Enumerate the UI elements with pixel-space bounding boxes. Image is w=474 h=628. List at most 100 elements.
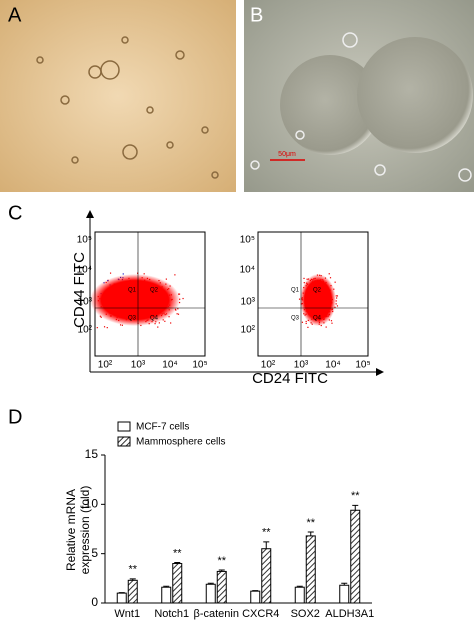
event-dot bbox=[97, 327, 98, 328]
event-dot bbox=[307, 327, 308, 328]
event-dot bbox=[164, 321, 165, 322]
bar bbox=[162, 587, 171, 603]
quadrant-label: Q1 bbox=[291, 288, 300, 294]
event-dot bbox=[157, 326, 158, 327]
event-dot bbox=[329, 273, 330, 274]
flow-y-tick: 10³ bbox=[241, 297, 256, 308]
event-dot bbox=[110, 273, 111, 274]
bar bbox=[340, 585, 349, 603]
bar bbox=[173, 564, 182, 603]
x-tick-label: Notch1 bbox=[154, 608, 189, 620]
x-tick-label: ALDH3A1 bbox=[325, 608, 374, 620]
arrowhead bbox=[86, 210, 94, 218]
bar bbox=[262, 549, 271, 603]
bar bbox=[251, 591, 260, 603]
error-bar bbox=[352, 505, 358, 510]
bar bbox=[295, 587, 304, 603]
flow-x-tick: 10² bbox=[261, 360, 276, 371]
flow-x-tick: 10⁵ bbox=[355, 360, 370, 371]
quadrant-label: Q1 bbox=[128, 288, 137, 294]
arrowhead bbox=[376, 368, 384, 376]
flow-y-label: CD44 FITC bbox=[71, 252, 88, 328]
event-dot bbox=[159, 322, 160, 323]
significance-label: ** bbox=[306, 517, 315, 529]
event-dot bbox=[170, 322, 171, 323]
x-tick-label: Wnt1 bbox=[114, 608, 140, 620]
event-dot bbox=[303, 278, 304, 279]
event-dot bbox=[104, 326, 105, 327]
mammosphere bbox=[357, 37, 473, 153]
flow-y-tick: 10² bbox=[241, 325, 256, 336]
y-tick-label: 5 bbox=[91, 546, 98, 560]
panel-label: A bbox=[8, 4, 22, 26]
y-axis-label: expression (fold) bbox=[78, 486, 92, 575]
flow-x-tick: 10³ bbox=[294, 360, 309, 371]
quadrant-label: Q2 bbox=[150, 288, 159, 294]
event-dot bbox=[123, 273, 124, 274]
event-dot bbox=[326, 326, 327, 327]
event-dot bbox=[144, 273, 145, 274]
panel-label: C bbox=[8, 202, 22, 224]
legend-swatch bbox=[118, 437, 130, 446]
flow-x-tick: 10⁴ bbox=[162, 360, 177, 371]
event-dot bbox=[179, 294, 180, 295]
micrograph-a bbox=[0, 0, 236, 192]
quadrant-label: Q4 bbox=[313, 316, 322, 322]
error-bar bbox=[308, 532, 314, 536]
flow-y-tick: 10³ bbox=[78, 297, 93, 308]
error-bar bbox=[263, 542, 269, 549]
event-dot bbox=[306, 321, 307, 322]
bar bbox=[117, 593, 126, 603]
panel-label: B bbox=[250, 4, 263, 26]
bar bbox=[217, 571, 226, 603]
event-dot bbox=[177, 313, 178, 314]
x-tick-label: β-catenin bbox=[194, 608, 239, 620]
event-dot bbox=[335, 282, 336, 283]
significance-label: ** bbox=[128, 564, 137, 576]
event-dot bbox=[178, 314, 179, 315]
event-dot bbox=[174, 274, 175, 275]
x-tick-label: SOX2 bbox=[291, 608, 320, 620]
significance-label: ** bbox=[351, 490, 360, 502]
bar bbox=[351, 510, 360, 603]
bar bbox=[128, 580, 137, 603]
event-dot bbox=[330, 277, 331, 278]
flow-y-tick: 10² bbox=[78, 325, 93, 336]
significance-label: ** bbox=[262, 527, 271, 539]
bar bbox=[206, 584, 215, 603]
event-dot bbox=[166, 279, 167, 280]
event-dot bbox=[299, 299, 300, 300]
flow-y-tick: 10⁴ bbox=[77, 265, 92, 276]
significance-label: ** bbox=[217, 555, 226, 567]
x-tick-label: CXCR4 bbox=[242, 608, 279, 620]
legend-swatch bbox=[118, 422, 130, 431]
flow-y-tick: 10⁵ bbox=[77, 235, 92, 246]
quadrant-label: Q4 bbox=[150, 316, 159, 322]
legend-label: Mammosphere cells bbox=[136, 437, 225, 448]
flow-x-tick: 10⁵ bbox=[192, 360, 207, 371]
y-tick-label: 0 bbox=[91, 595, 98, 609]
event-dot bbox=[306, 323, 307, 324]
event-dot bbox=[337, 305, 338, 306]
panel-label: D bbox=[8, 406, 22, 428]
scale-bar-label: 50μm bbox=[278, 151, 296, 158]
bar bbox=[306, 536, 315, 603]
flow-x-tick: 10⁴ bbox=[325, 360, 340, 371]
event-dot bbox=[182, 298, 183, 299]
significance-label: ** bbox=[173, 547, 182, 559]
event-dot bbox=[336, 297, 337, 298]
flow-x-label: CD24 FITC bbox=[252, 370, 328, 387]
y-tick-label: 15 bbox=[85, 447, 99, 461]
flow-x-tick: 10³ bbox=[131, 360, 146, 371]
quadrant-label: Q2 bbox=[313, 288, 322, 294]
flow-x-tick: 10² bbox=[98, 360, 113, 371]
event-dot bbox=[337, 295, 338, 296]
flow-y-tick: 10⁵ bbox=[240, 235, 255, 246]
quadrant-label: Q3 bbox=[291, 316, 300, 322]
event-dot bbox=[336, 295, 337, 296]
legend-label: MCF-7 cells bbox=[136, 422, 189, 433]
y-axis-label: Relative mRNA bbox=[64, 489, 78, 571]
